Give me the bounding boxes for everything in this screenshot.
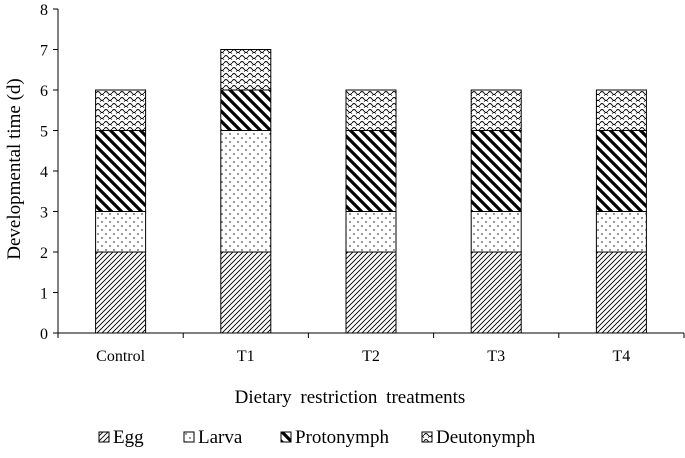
y-tick-label: 7 [40, 43, 48, 60]
bar-segment-egg [470, 251, 522, 334]
bar-segment-deutonymph [345, 89, 397, 131]
bar-segment-deutonymph [595, 89, 647, 131]
legend-swatch-deutonymph [421, 431, 433, 443]
bar-segment-protonymph [95, 130, 147, 212]
bar-segment-egg [595, 251, 647, 334]
bars [95, 49, 647, 334]
y-tick-label: 6 [40, 83, 48, 100]
bar-segment-deutonymph [220, 49, 272, 91]
bar-segment-larva [345, 211, 397, 253]
legend-label-egg: Egg [113, 427, 144, 448]
y-tick-label: 5 [40, 124, 48, 141]
bar-segment-deutonymph [470, 89, 522, 131]
x-tick-label: T4 [613, 348, 631, 365]
x-axis-label: Dietary restriction treatments [235, 387, 466, 408]
x-tick-label: T2 [362, 348, 380, 365]
legend-swatch-larva [183, 431, 195, 443]
x-tick-label: T1 [237, 348, 255, 365]
bar-segment-deutonymph [95, 89, 147, 131]
bar-segment-protonymph [345, 130, 397, 212]
bar-segment-larva [470, 211, 522, 253]
x-tick-label: T3 [487, 348, 505, 365]
bar-segment-larva [595, 211, 647, 253]
legend-label-deutonymph: Deutonymph [436, 427, 536, 448]
legend-label-larva: Larva [198, 427, 243, 448]
y-tick-label: 8 [40, 2, 48, 19]
bar-segment-protonymph [220, 89, 272, 131]
bar-segment-protonymph [595, 130, 647, 212]
bar-segment-larva [95, 211, 147, 253]
y-tick-label: 3 [40, 205, 48, 222]
bar-segment-larva [220, 130, 272, 253]
bar-segment-protonymph [470, 130, 522, 212]
legend: Egg Larva Protonymph Deutonymph [98, 427, 536, 448]
bar-segment-egg [220, 251, 272, 334]
y-tick-label: 0 [40, 326, 48, 343]
y-tick-label: 2 [40, 245, 48, 262]
y-tick-label: 1 [40, 286, 48, 303]
x-tick-label: Control [96, 348, 145, 365]
y-axis-label: Developmental time (d) [4, 78, 25, 260]
legend-label-protonymph: Protonymph [295, 427, 389, 448]
legend-swatch-egg [98, 431, 110, 443]
bar-segment-egg [95, 251, 147, 334]
bar-segment-egg [345, 251, 397, 334]
y-tick-label: 4 [40, 164, 48, 181]
x-axis: Control T1 T2 T3 T4 [57, 332, 685, 365]
y-axis: 0 1 2 3 4 5 6 7 8 [40, 2, 59, 343]
legend-swatch-protonymph [280, 431, 292, 443]
